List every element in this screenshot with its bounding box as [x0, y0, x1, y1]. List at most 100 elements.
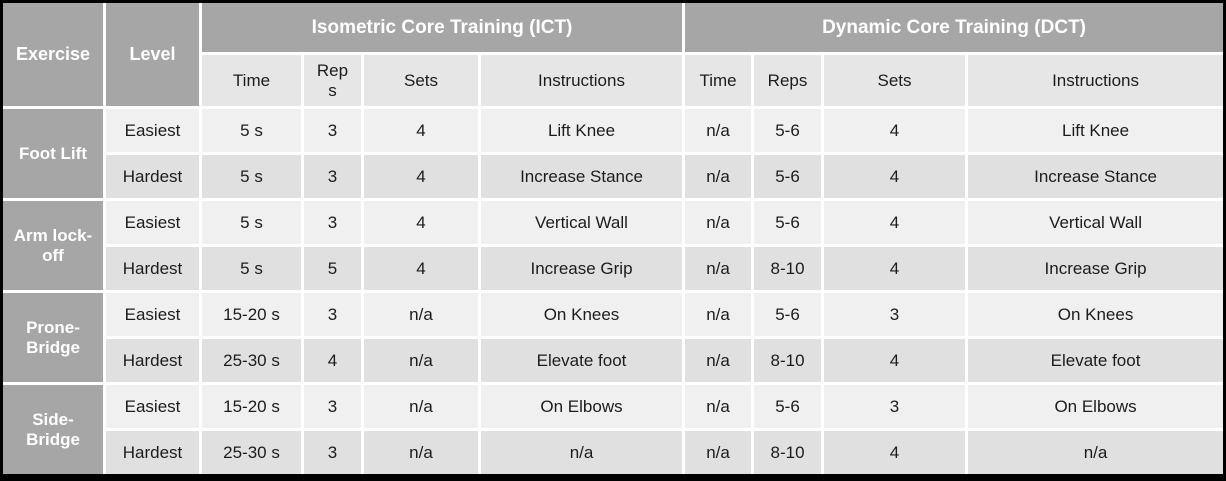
ict-time-cell: 15-20 s — [202, 293, 301, 336]
table-row: Hardest 5 s 5 4 Increase Grip n/a 8-10 4… — [3, 247, 1223, 290]
dct-sets-header: Sets — [824, 55, 966, 106]
dct-reps-cell: 8-10 — [754, 339, 822, 382]
dct-sets-cell: 4 — [824, 201, 966, 244]
ict-reps-cell: 5 — [304, 247, 361, 290]
dct-time-cell: n/a — [685, 201, 752, 244]
ict-instructions-header: Instructions — [481, 55, 683, 106]
level-cell: Hardest — [106, 247, 199, 290]
dct-time-cell: n/a — [685, 247, 752, 290]
table-row: Prone-Bridge Easiest 15-20 s 3 n/a On Kn… — [3, 293, 1223, 382]
ict-sets-cell: 4 — [364, 109, 478, 152]
level-cell: Easiest — [106, 293, 199, 336]
level-cell: Hardest — [106, 339, 199, 382]
dct-sets-cell: 4 — [824, 431, 966, 474]
ict-sets-cell: 4 — [364, 155, 478, 198]
ict-time-cell: 15-20 s — [202, 385, 301, 428]
dct-instructions-cell: Vertical Wall — [968, 201, 1223, 244]
exercise-column-header: Exercise — [3, 3, 103, 106]
table-row: Side-Bridge Easiest 15-20 s 3 n/a On Elb… — [3, 385, 1223, 474]
level-cell: Easiest — [106, 109, 199, 152]
ict-instructions-cell: n/a — [481, 431, 683, 474]
dct-instructions-cell: Increase Stance — [968, 155, 1223, 198]
ict-time-header: Time — [202, 55, 301, 106]
dct-time-header: Time — [685, 55, 752, 106]
ict-reps-cell: 3 — [304, 385, 361, 428]
ict-reps-cell: 3 — [304, 431, 361, 474]
table-row: Hardest 25-30 s 4 n/a Elevate foot n/a 8… — [3, 339, 1223, 382]
ict-time-cell: 5 s — [202, 109, 301, 152]
dct-reps-header: Reps — [754, 55, 822, 106]
level-cell: Easiest — [106, 201, 199, 244]
dct-sets-cell: 3 — [824, 385, 966, 428]
level-column-header: Level — [106, 3, 199, 106]
ict-sets-cell: n/a — [364, 431, 478, 474]
dct-time-cell: n/a — [685, 155, 752, 198]
ict-sets-cell: n/a — [364, 293, 478, 336]
dct-sets-cell: 4 — [824, 247, 966, 290]
dct-sets-cell: 4 — [824, 109, 966, 152]
dct-reps-cell: 5-6 — [754, 293, 822, 336]
dct-instructions-cell: n/a — [968, 431, 1223, 474]
ict-instructions-cell: Lift Knee — [481, 109, 683, 152]
dct-instructions-cell: On Knees — [968, 293, 1223, 336]
ict-instructions-cell: Increase Grip — [481, 247, 683, 290]
ict-time-cell: 25-30 s — [202, 339, 301, 382]
dct-sets-cell: 3 — [824, 293, 966, 336]
level-cell: Hardest — [106, 155, 199, 198]
ict-instructions-cell: On Elbows — [481, 385, 683, 428]
ict-time-cell: 5 s — [202, 247, 301, 290]
ict-time-cell: 5 s — [202, 201, 301, 244]
ict-instructions-cell: On Knees — [481, 293, 683, 336]
dct-reps-cell: 8-10 — [754, 247, 822, 290]
dct-time-cell: n/a — [685, 385, 752, 428]
dct-time-cell: n/a — [685, 109, 752, 152]
dct-instructions-cell: Lift Knee — [968, 109, 1223, 152]
ict-sets-cell: 4 — [364, 247, 478, 290]
ict-reps-cell: 3 — [304, 109, 361, 152]
ict-time-cell: 25-30 s — [202, 431, 301, 474]
dct-time-cell: n/a — [685, 431, 752, 474]
ict-instructions-cell: Increase Stance — [481, 155, 683, 198]
ict-reps-cell: 3 — [304, 201, 361, 244]
table-row: Foot Lift Easiest 5 s 3 4 Lift Knee n/a … — [3, 109, 1223, 198]
exercise-name-arm-lock-off: Arm lock-off — [3, 201, 103, 290]
ict-sets-cell: 4 — [364, 201, 478, 244]
dct-instructions-header: Instructions — [968, 55, 1223, 106]
exercise-name-side-bridge: Side-Bridge — [3, 385, 103, 474]
ict-time-cell: 5 s — [202, 155, 301, 198]
header-row-banner: Exercise Level Isometric Core Training (… — [3, 3, 1223, 106]
dct-sets-cell: 4 — [824, 339, 966, 382]
dct-instructions-cell: Increase Grip — [968, 247, 1223, 290]
ict-instructions-cell: Vertical Wall — [481, 201, 683, 244]
level-cell: Hardest — [106, 431, 199, 474]
dct-group-header: Dynamic Core Training (DCT) — [685, 3, 1223, 52]
ict-instructions-cell: Elevate foot — [481, 339, 683, 382]
dct-sets-cell: 4 — [824, 155, 966, 198]
dct-time-cell: n/a — [685, 339, 752, 382]
dct-time-cell: n/a — [685, 293, 752, 336]
ict-reps-cell: 3 — [304, 155, 361, 198]
dct-instructions-cell: On Elbows — [968, 385, 1223, 428]
ict-sets-cell: n/a — [364, 385, 478, 428]
table-row: Hardest 5 s 3 4 Increase Stance n/a 5-6 … — [3, 155, 1223, 198]
ict-reps-cell: 3 — [304, 293, 361, 336]
ict-reps-cell: 4 — [304, 339, 361, 382]
ict-reps-header: Reps — [304, 55, 361, 106]
ict-group-header: Isometric Core Training (ICT) — [202, 3, 683, 52]
dct-instructions-cell: Elevate foot — [968, 339, 1223, 382]
table-row: Arm lock-off Easiest 5 s 3 4 Vertical Wa… — [3, 201, 1223, 290]
dct-reps-cell: 5-6 — [754, 155, 822, 198]
table-row: Hardest 25-30 s 3 n/a n/a n/a 8-10 4 n/a — [3, 431, 1223, 474]
exercise-name-prone-bridge: Prone-Bridge — [3, 293, 103, 382]
level-cell: Easiest — [106, 385, 199, 428]
dct-reps-cell: 5-6 — [754, 385, 822, 428]
ict-sets-header: Sets — [364, 55, 478, 106]
header-row-sub: Time Reps Sets Instructions Time Reps Se… — [3, 55, 1223, 106]
dct-reps-cell: 5-6 — [754, 109, 822, 152]
exercise-name-foot-lift: Foot Lift — [3, 109, 103, 198]
dct-reps-cell: 8-10 — [754, 431, 822, 474]
ict-sets-cell: n/a — [364, 339, 478, 382]
dct-reps-cell: 5-6 — [754, 201, 822, 244]
